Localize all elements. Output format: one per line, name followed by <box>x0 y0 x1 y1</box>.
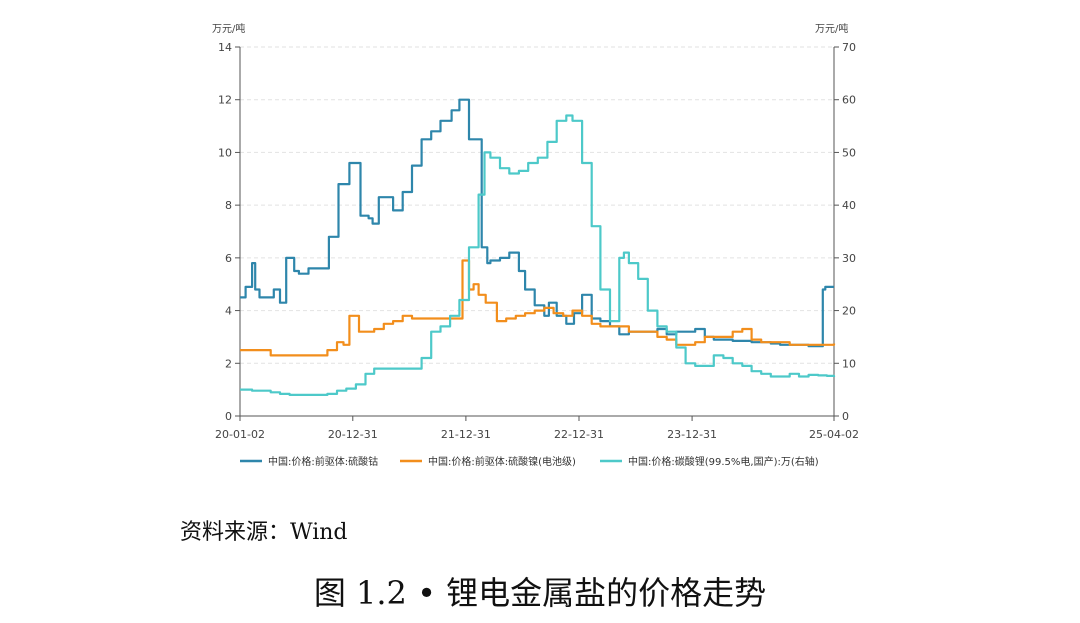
left-tick-label-2: 2 <box>225 357 232 370</box>
figure-caption: 图 1.2 • 锂电金属盐的价格走势 <box>313 574 767 612</box>
left-tick-label-4: 4 <box>225 305 232 318</box>
grid-lines <box>240 46 834 364</box>
right-y-ticks: 0 10 20 30 40 50 60 70 <box>834 41 856 423</box>
left-tick-label-14: 14 <box>218 41 232 54</box>
left-tick-label-8: 8 <box>225 199 232 212</box>
right-tick-label-40: 40 <box>842 199 856 212</box>
right-tick-label-50: 50 <box>842 146 856 159</box>
legend: 中国:价格:前驱体:硫酸钴 中国:价格:前驱体:硫酸镍(电池级) 中国:价格:碳… <box>240 455 819 468</box>
left-tick-label-12: 12 <box>218 94 232 107</box>
right-tick-label-70: 70 <box>842 41 856 54</box>
right-tick-label-0: 0 <box>842 410 849 423</box>
x-ticks: 20-01-02 20-12-31 21-12-31 22-12-31 23-12-31… <box>215 416 859 441</box>
series-lines <box>240 98 836 396</box>
right-axis-unit: 万元/吨 <box>815 22 848 35</box>
x-tick-label-20-12-31: 20-12-31 <box>328 428 378 441</box>
legend-item-lithium: 中国:价格:碳酸锂(99.5%电,国产):万(右轴) <box>600 455 819 468</box>
right-tick-label-20: 20 <box>842 305 856 318</box>
x-tick-label-20-01-02: 20-01-02 <box>215 428 265 441</box>
legend-label-nickel: 中国:价格:前驱体:硫酸镍(电池级) <box>428 455 576 468</box>
x-tick-label-23-12-31: 23-12-31 <box>667 428 717 441</box>
chart: 万元/吨 万元/吨 0 2 4 6 8 10 12 14 0 10 20 30 40 50 60 70 20… <box>212 22 859 468</box>
legend-label-cobalt: 中国:价格:前驱体:硫酸钴 <box>268 455 378 468</box>
left-axis-unit: 万元/吨 <box>212 22 245 35</box>
series-lithium-line <box>240 114 836 396</box>
left-tick-label-6: 6 <box>225 252 232 265</box>
right-tick-label-10: 10 <box>842 357 856 370</box>
right-tick-label-30: 30 <box>842 252 856 265</box>
x-tick-label-22-12-31: 22-12-31 <box>554 428 604 441</box>
legend-item-nickel: 中国:价格:前驱体:硫酸镍(电池级) <box>400 455 576 468</box>
source-note: 资料来源：Wind <box>180 520 348 545</box>
x-tick-label-25-04-02: 25-04-02 <box>809 428 859 441</box>
left-tick-label-10: 10 <box>218 146 232 159</box>
x-tick-label-21-12-31: 21-12-31 <box>441 428 491 441</box>
left-tick-label-0: 0 <box>225 410 232 423</box>
right-tick-label-60: 60 <box>842 94 856 107</box>
legend-item-cobalt: 中国:价格:前驱体:硫酸钴 <box>240 455 378 468</box>
left-y-ticks: 0 2 4 6 8 10 12 14 <box>218 41 240 423</box>
series-cobalt-line <box>240 98 834 348</box>
series-nickel-line <box>240 259 836 357</box>
legend-label-lithium: 中国:价格:碳酸锂(99.5%电,国产):万(右轴) <box>628 455 819 468</box>
